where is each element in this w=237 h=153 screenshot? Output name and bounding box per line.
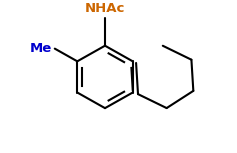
Text: NHAc: NHAc xyxy=(85,2,125,15)
Text: Me: Me xyxy=(30,42,52,55)
